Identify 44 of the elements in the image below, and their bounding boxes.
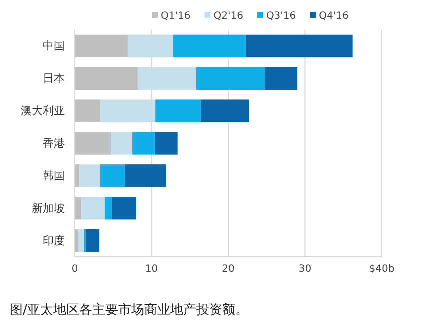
x-tick-label: 0 <box>72 264 78 276</box>
y-tick-label: 新加坡 <box>32 202 65 215</box>
x-tick-label: 30 <box>298 264 312 276</box>
bar <box>75 164 80 188</box>
bar <box>75 229 78 252</box>
bar <box>156 100 201 122</box>
bar <box>124 164 166 188</box>
bar <box>265 67 298 90</box>
legend-label: Q1'16 <box>161 11 191 22</box>
bar <box>100 100 156 122</box>
bar <box>78 229 84 252</box>
x-tick-label: $40b <box>369 264 395 276</box>
bar <box>246 34 353 58</box>
y-tick-label: 日本 <box>43 72 65 86</box>
y-tick-label: 澳大利亚 <box>21 104 65 118</box>
legend-label: Q2'16 <box>214 11 244 22</box>
legend-label: Q4'16 <box>319 11 349 22</box>
y-tick-label: 中国 <box>43 40 65 53</box>
bar <box>75 197 82 220</box>
bar <box>196 67 266 90</box>
y-tick-label: 印度 <box>43 234 65 248</box>
bar <box>81 197 105 220</box>
bar <box>100 164 125 188</box>
bar <box>128 34 174 58</box>
bar <box>200 100 250 122</box>
y-tick-label: 韩国 <box>43 169 65 182</box>
bar <box>80 164 100 188</box>
bar <box>138 67 196 90</box>
bar <box>75 132 112 155</box>
bar <box>104 197 112 220</box>
text: 图/亚太地区各主要市场商业地产投资额。 <box>10 302 248 318</box>
bar <box>75 100 100 122</box>
x-tick-label: 10 <box>145 264 158 276</box>
bar <box>111 132 133 155</box>
bar <box>154 132 178 155</box>
bar <box>75 67 138 90</box>
bar <box>132 132 155 155</box>
bar <box>75 34 128 58</box>
y-tick-label: 香港 <box>43 137 65 150</box>
bar <box>86 229 100 252</box>
bar <box>112 197 136 220</box>
x-tick-label: 20 <box>222 264 235 276</box>
bar <box>173 34 246 58</box>
legend-label: Q3'16 <box>266 11 296 22</box>
